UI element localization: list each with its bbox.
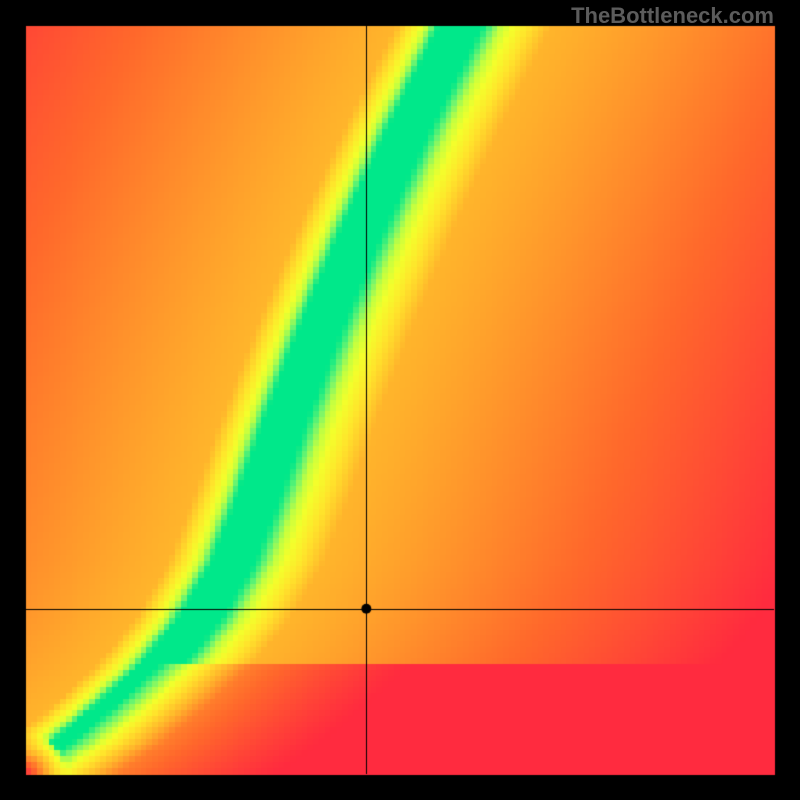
heatmap-curve-canvas [0, 0, 800, 800]
watermark-text: TheBottleneck.com [571, 3, 774, 29]
chart-container: TheBottleneck.com [0, 0, 800, 800]
